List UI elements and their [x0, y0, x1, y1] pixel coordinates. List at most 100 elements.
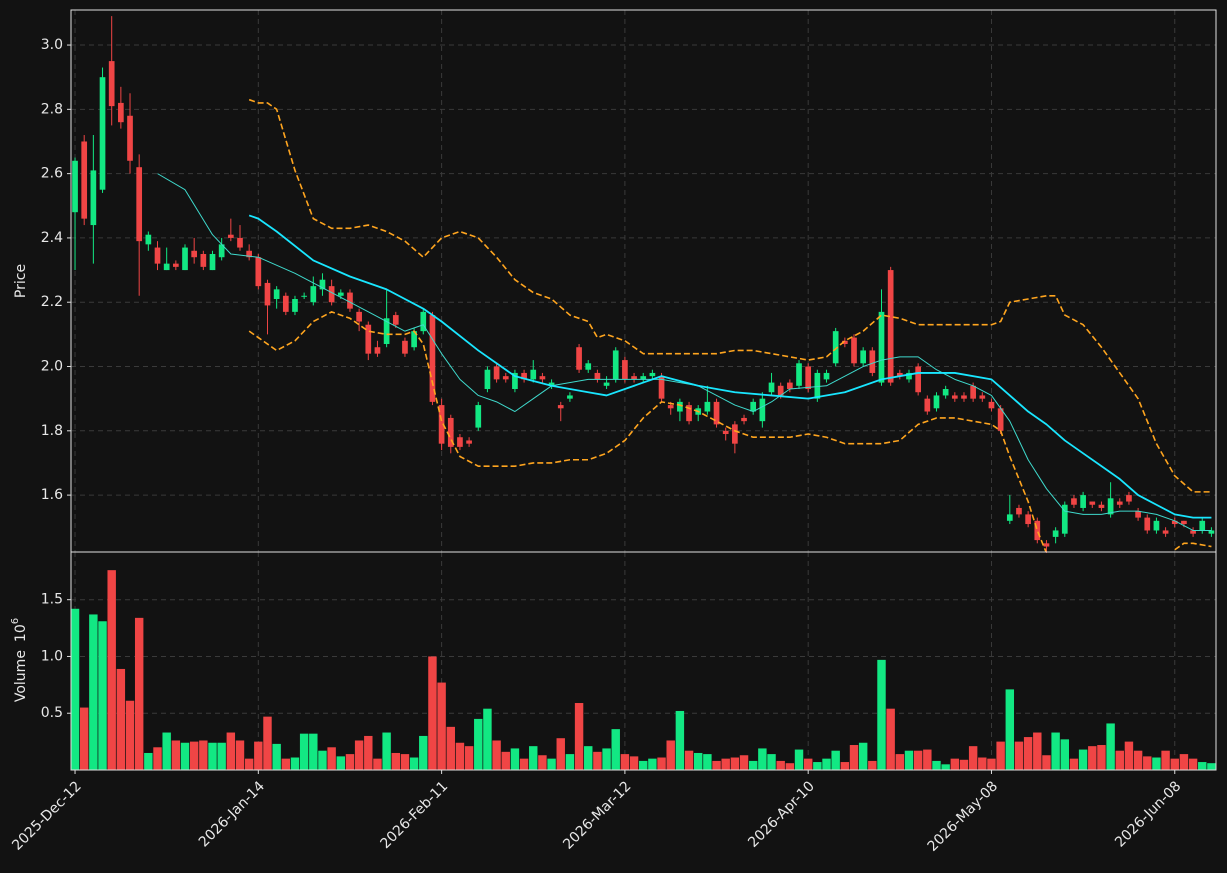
candle-body: [640, 376, 647, 380]
candle-body: [667, 405, 674, 409]
volume-bar: [107, 570, 116, 770]
candle-body: [924, 398, 931, 412]
overlays: [157, 98, 1212, 552]
candle-body: [282, 295, 289, 312]
volume-bar: [1023, 737, 1033, 770]
volume-bar: [1042, 755, 1051, 770]
volume-bar: [1188, 758, 1198, 770]
y-tick-label: 1.8: [41, 423, 63, 439]
volume-bar: [932, 760, 941, 770]
candle-body: [118, 102, 124, 123]
candle-body: [1199, 520, 1206, 531]
volume-bar: [941, 764, 950, 770]
candle-body: [1089, 501, 1096, 505]
volume-bar: [840, 762, 850, 770]
volume-bar: [1033, 732, 1042, 770]
volume-bar: [79, 707, 89, 770]
volume-bar: [226, 732, 236, 770]
volume-bar: [1170, 758, 1179, 770]
candle-body: [860, 350, 867, 364]
candle-body: [933, 395, 940, 409]
volume-bar: [1051, 732, 1060, 770]
indicator-line: [248, 214, 1212, 519]
volume-bar: [822, 758, 831, 770]
candle-body: [1016, 507, 1022, 515]
candle-body: [292, 299, 298, 312]
volume-bar: [748, 760, 758, 770]
indicator-line: [248, 98, 1212, 493]
candle-body: [310, 286, 317, 303]
candle-body: [200, 253, 207, 267]
candle-body: [374, 347, 381, 354]
volume-bar: [1152, 757, 1161, 770]
volume-bar: [574, 703, 584, 770]
volume-bar: [373, 758, 382, 770]
candle-body: [951, 395, 958, 399]
volume-bar: [684, 750, 694, 770]
candle-body: [612, 350, 619, 380]
volume-bar: [648, 758, 657, 770]
volume-bar: [767, 754, 776, 770]
volume-bar: [1088, 746, 1097, 770]
volume-bar: [657, 757, 666, 770]
volume-bar: [483, 708, 492, 770]
candle-body: [1034, 520, 1041, 541]
candle-body: [493, 366, 500, 380]
volume-bar: [134, 617, 144, 770]
volume-bar: [1005, 689, 1015, 770]
volume-bar: [446, 726, 455, 770]
candle-body: [878, 311, 885, 383]
volume-bar: [794, 749, 804, 770]
volume-bar: [968, 746, 978, 770]
candle-body: [851, 337, 857, 364]
volume-bar: [987, 758, 996, 770]
candle-body: [750, 401, 757, 412]
candle-body: [594, 372, 601, 380]
volume-bar: [125, 700, 135, 770]
candle-body: [1025, 514, 1031, 525]
volume-bar: [318, 750, 327, 770]
indicator-line: [248, 311, 1212, 552]
candle-body: [915, 366, 921, 393]
candle-body: [961, 395, 967, 399]
volume-bar: [180, 742, 190, 770]
candle-body: [530, 369, 537, 380]
volume-bar: [712, 760, 721, 770]
volume-bar: [739, 755, 749, 770]
volume-bar: [272, 743, 281, 770]
candle-body: [1116, 501, 1123, 505]
volume-bar: [538, 755, 547, 770]
candle-body: [246, 250, 252, 258]
candle-body: [906, 372, 912, 380]
candle-body: [145, 234, 152, 245]
candle-body: [90, 170, 97, 226]
candle-body: [585, 363, 592, 370]
volume-bar: [299, 733, 309, 770]
candle-body: [722, 430, 729, 435]
candle-body: [988, 401, 995, 409]
candle-body: [81, 141, 88, 219]
y-tick-label: 1.5: [41, 592, 63, 608]
candle-body: [521, 372, 527, 380]
candle-body: [502, 376, 509, 380]
volume-bar: [730, 757, 740, 770]
volume-bar: [208, 742, 217, 770]
volume-bar: [895, 754, 905, 770]
candle-body: [896, 372, 903, 377]
candle-body: [512, 372, 518, 390]
volume-bar: [593, 751, 602, 770]
candle-body: [741, 417, 747, 422]
volume-bar: [602, 748, 611, 770]
candle-body: [108, 61, 115, 107]
candle-body: [997, 408, 1004, 431]
y-tick-label: 1.0: [41, 648, 63, 664]
candle-body: [1181, 520, 1187, 525]
axis-label-text: Volume: [13, 650, 29, 702]
candle-body: [942, 389, 949, 396]
volume-bar: [1078, 749, 1088, 770]
volume-bar: [1179, 754, 1189, 770]
candle-body: [732, 424, 738, 444]
candle-body: [713, 401, 720, 425]
volume-bar: [547, 758, 556, 770]
